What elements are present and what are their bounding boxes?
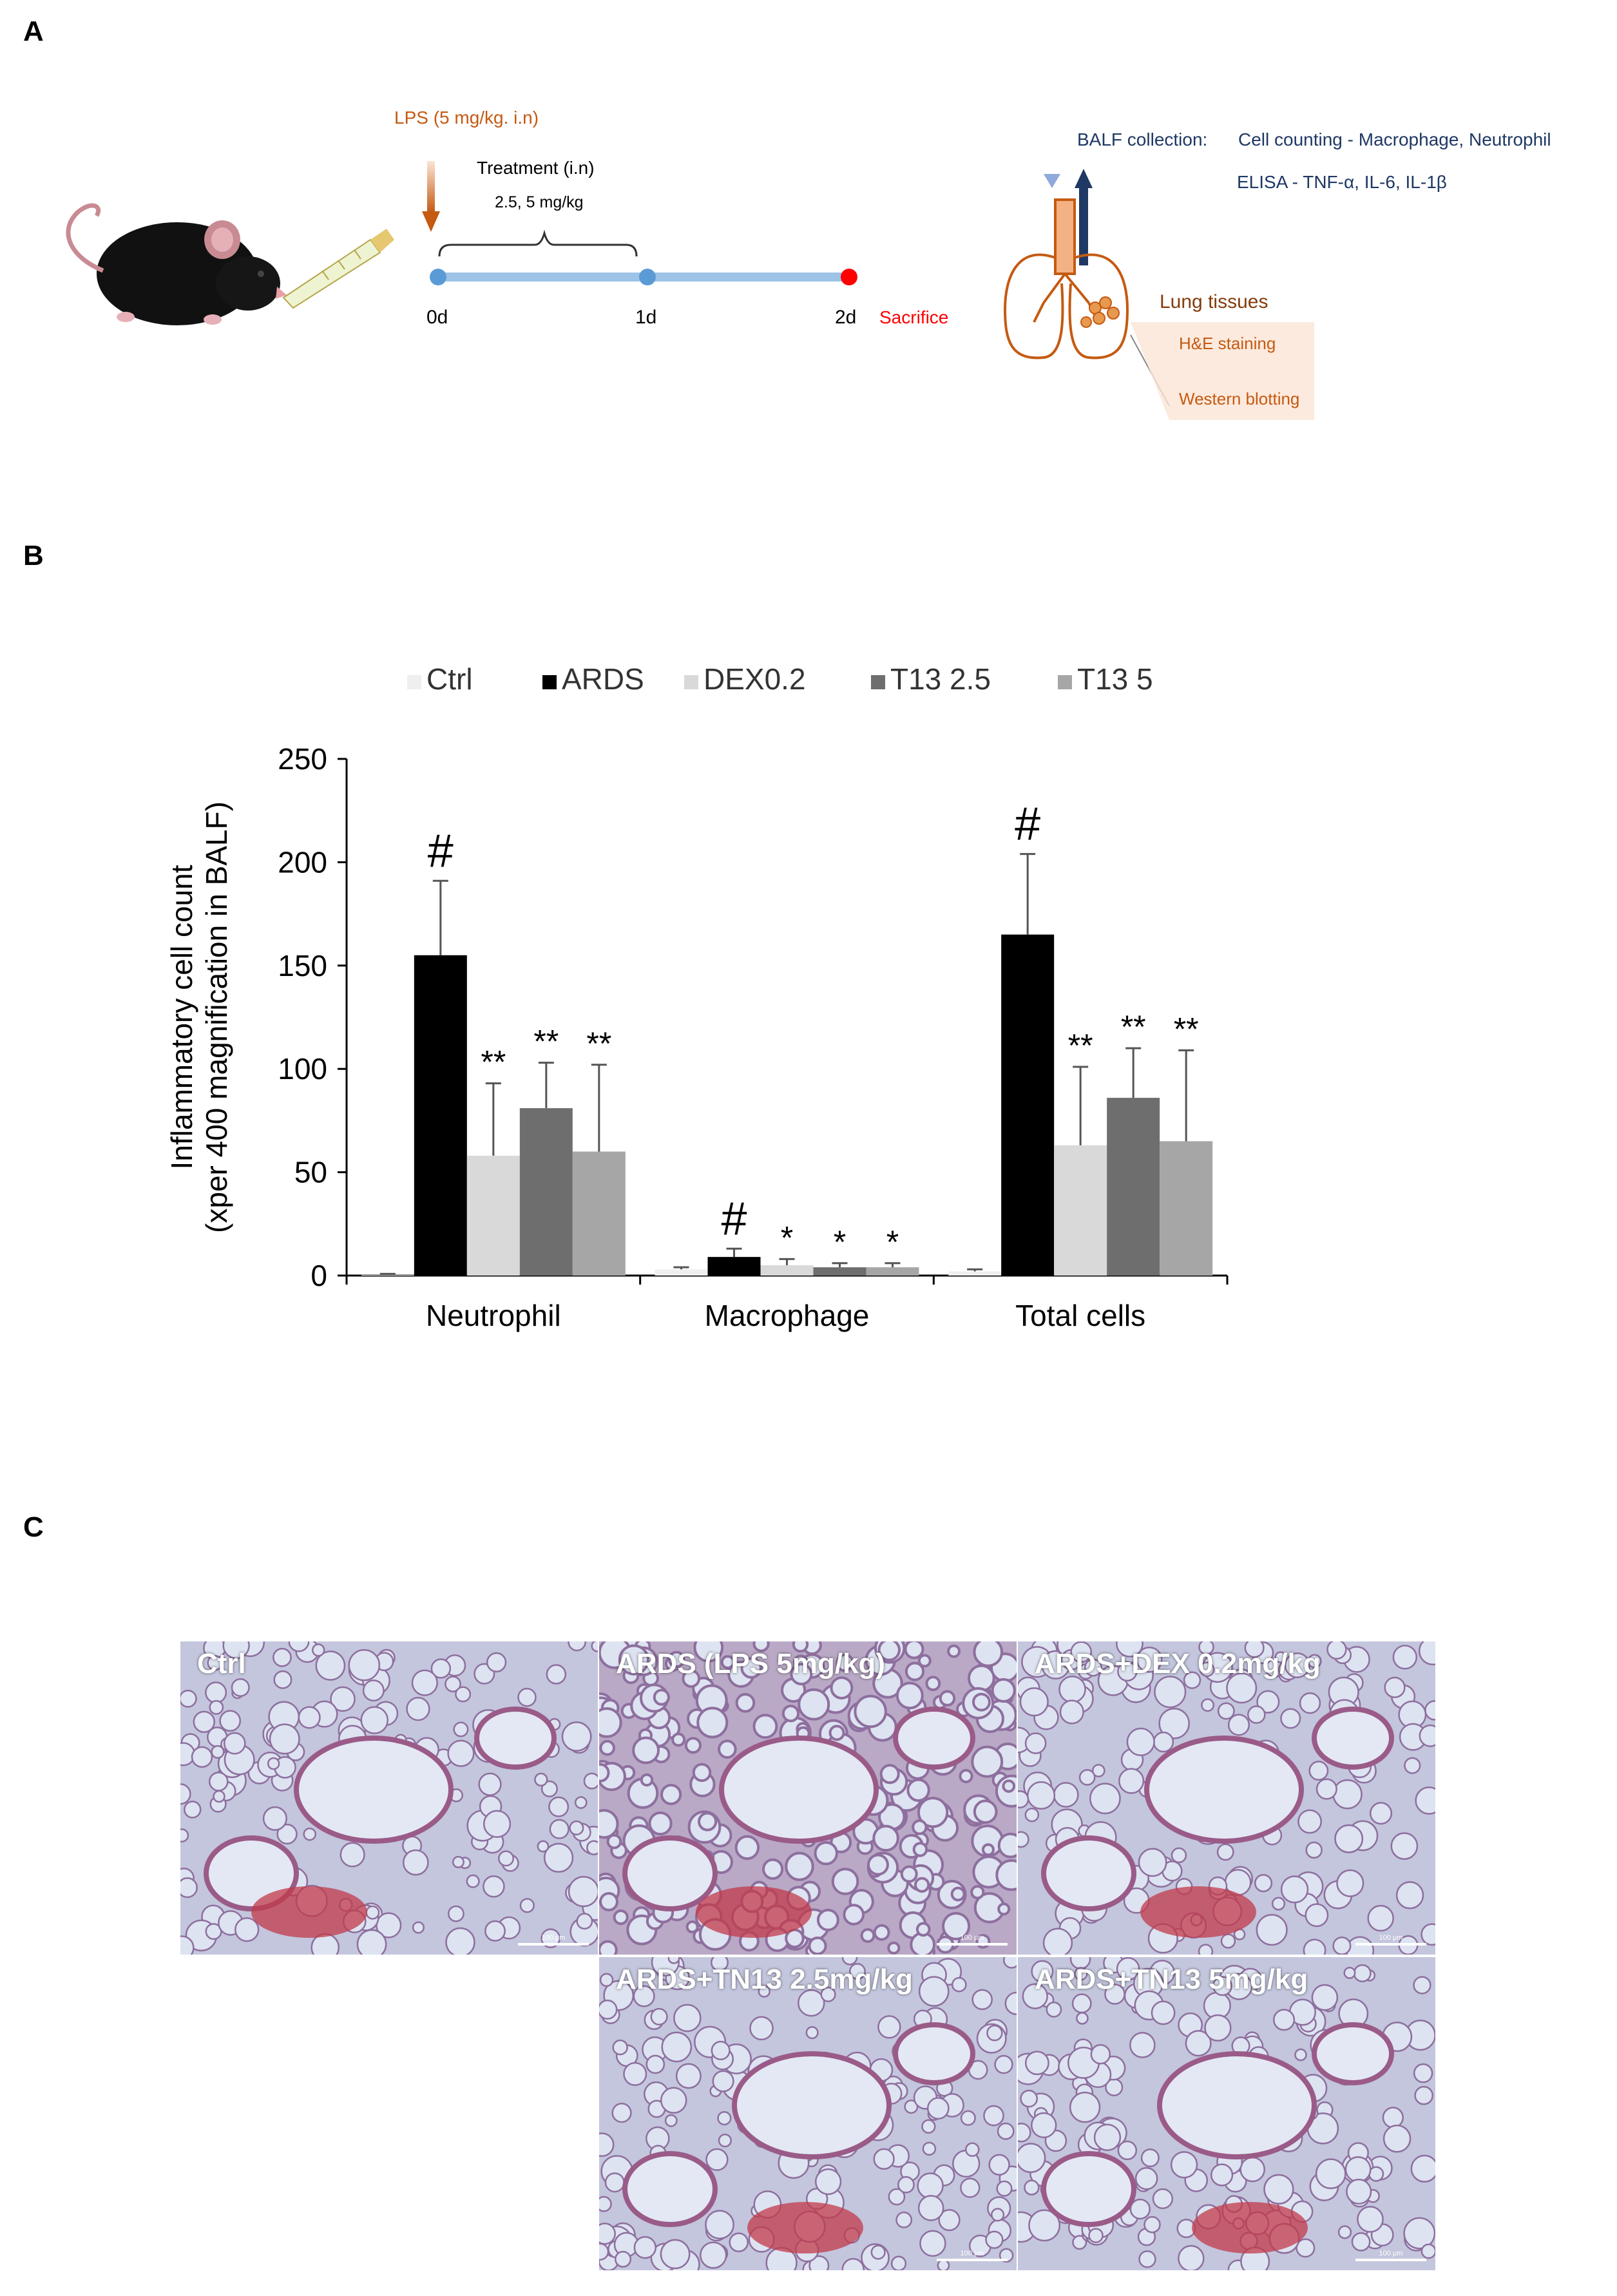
histology-micrograph-grid: Ctrl 100 μm ARDS (LPS 5mg/kg) 100 μm ARD… xyxy=(180,1641,1443,2296)
timepoint-label-1d: 1d xyxy=(635,307,656,328)
scale-bar: 100 μm xyxy=(518,1926,589,1946)
bar xyxy=(519,1108,573,1276)
legend-label: ARDS xyxy=(562,662,644,696)
panel-label-b: B xyxy=(23,540,44,571)
y-tick-label: 200 xyxy=(278,845,327,879)
lps-arrow-icon xyxy=(427,161,435,213)
x-tick-label: Total cells xyxy=(1015,1299,1145,1332)
bar xyxy=(948,1271,1002,1276)
significance-hash: # xyxy=(428,825,454,877)
y-tick-label: 150 xyxy=(278,949,327,982)
legend-label: DEX0.2 xyxy=(703,662,806,696)
micrograph-ctrl: Ctrl 100 μm xyxy=(180,1641,598,1955)
bar xyxy=(361,1275,414,1276)
bar xyxy=(414,955,467,1276)
micrograph-title: ARDS+DEX 0.2mg/kg xyxy=(1035,1648,1321,1679)
lung-tissues-label: Lung tissues xyxy=(1160,291,1268,312)
bar xyxy=(707,1257,761,1276)
micrograph-title: ARDS+TN13 2.5mg/kg xyxy=(616,1964,913,1995)
scale-bar: 100 μm xyxy=(937,2242,1008,2261)
significance-hash: # xyxy=(1015,799,1040,850)
cell-count-bar-chart: Ctrl ARDS DEX0.2 T13 2.5 T13 5 0 50 100 150 200 2… xyxy=(165,662,1229,1332)
micrograph-ards-tn13-5: ARDS+TN13 5mg/kg 100 μm xyxy=(1018,1957,1435,2270)
scale-bar: 100 μm xyxy=(1355,1926,1426,1946)
timepoint-label-2d: 2d xyxy=(835,307,856,328)
significance-star: ** xyxy=(1068,1028,1093,1064)
micrograph-ards-tn13-2-5: ARDS+TN13 2.5mg/kg 100 μm xyxy=(599,1957,1017,2270)
bar xyxy=(1001,934,1055,1276)
balf-cell-counting: Cell counting - Macrophage, Neutrophil xyxy=(1238,129,1551,149)
y-tick-label: 0 xyxy=(311,1259,327,1292)
legend-swatch xyxy=(407,675,421,689)
treatment-brace xyxy=(438,229,638,257)
he-staining-label: H&E staining xyxy=(1179,334,1276,353)
pipette-illustration xyxy=(282,229,394,309)
dose-label: 2.5, 5 mg/kg xyxy=(495,193,584,211)
lungs-illustration xyxy=(1003,169,1129,359)
experimental-schematic: LPS (5 mg/kg. i.n) Treatment (i.n) 2.5, … xyxy=(66,108,1551,420)
legend-swatch xyxy=(1058,675,1072,689)
micrograph-title: ARDS (LPS 5mg/kg) xyxy=(616,1648,886,1679)
y-tick-label: 250 xyxy=(278,742,327,776)
timepoint-1d xyxy=(639,269,656,285)
balf-elisa: ELISA - TNF-α, IL-6, IL-1β xyxy=(1237,172,1447,192)
bar xyxy=(655,1269,708,1276)
significance-star: ** xyxy=(533,1024,559,1060)
x-tick-label: Macrophage xyxy=(705,1299,870,1332)
significance-star: ** xyxy=(481,1044,506,1080)
micrograph-title: Ctrl xyxy=(197,1648,246,1679)
legend-swatch xyxy=(542,675,557,689)
legend-swatch xyxy=(684,675,698,689)
lps-label: LPS (5 mg/kg. i.n) xyxy=(394,108,539,128)
legend-swatch xyxy=(871,675,885,689)
significance-star: * xyxy=(781,1220,793,1256)
bar xyxy=(1160,1141,1213,1276)
treatment-label: Treatment (i.n) xyxy=(477,158,595,178)
micrograph-title: ARDS+TN13 5mg/kg xyxy=(1035,1964,1308,1995)
y-axis-label-line2: (xper 400 magnification in BALF) xyxy=(200,801,233,1233)
lung-tissues-box xyxy=(1131,322,1314,420)
bar xyxy=(813,1267,866,1276)
balf-collection-label: BALF collection: xyxy=(1077,129,1207,149)
scale-bar: 100 μm xyxy=(1355,2242,1426,2261)
sacrifice-label: Sacrifice xyxy=(879,307,948,327)
timepoint-2d xyxy=(841,269,857,285)
bar xyxy=(572,1151,626,1276)
legend-label: Ctrl xyxy=(426,662,473,696)
bar xyxy=(1054,1145,1107,1276)
timepoint-0d xyxy=(430,269,446,285)
micrograph-ards: ARDS (LPS 5mg/kg) 100 μm xyxy=(599,1641,1017,1955)
bar xyxy=(466,1155,520,1276)
y-axis-label-line1: Inflammatory cell count xyxy=(165,865,198,1169)
significance-hash: # xyxy=(721,1193,747,1245)
panel-label-c: C xyxy=(23,1511,44,1543)
bar-series: #**** **# * * *#**** ** xyxy=(361,799,1213,1276)
western-blotting-label: Western blotting xyxy=(1179,389,1299,408)
mouse-illustration xyxy=(66,203,287,325)
legend-label: T13 2.5 xyxy=(890,662,991,696)
significance-star: ** xyxy=(586,1026,611,1062)
scale-bar: 100 μm xyxy=(937,1926,1008,1946)
panel-label-a: A xyxy=(23,15,44,47)
legend-label: T13 5 xyxy=(1077,662,1153,696)
chart-legend: Ctrl ARDS DEX0.2 T13 2.5 T13 5 xyxy=(407,662,1153,696)
inflammation-cells-icon xyxy=(1080,296,1120,328)
x-axis: Neutrophil Macrophage Total cells xyxy=(345,1274,1229,1332)
y-axis: 0 50 100 150 200 250 xyxy=(278,742,348,1292)
timepoint-label-0d: 0d xyxy=(426,307,448,328)
significance-star: * xyxy=(834,1224,846,1260)
significance-star: ** xyxy=(1121,1009,1146,1045)
x-tick-label: Neutrophil xyxy=(426,1299,561,1332)
significance-star: ** xyxy=(1174,1011,1199,1047)
y-tick-label: 50 xyxy=(294,1156,327,1189)
y-tick-label: 100 xyxy=(278,1052,327,1086)
bar xyxy=(760,1265,814,1276)
bar xyxy=(1107,1098,1160,1276)
micrograph-ards-dex: ARDS+DEX 0.2mg/kg 100 μm xyxy=(1018,1641,1435,1955)
bar xyxy=(866,1267,919,1276)
significance-star: * xyxy=(886,1224,899,1260)
